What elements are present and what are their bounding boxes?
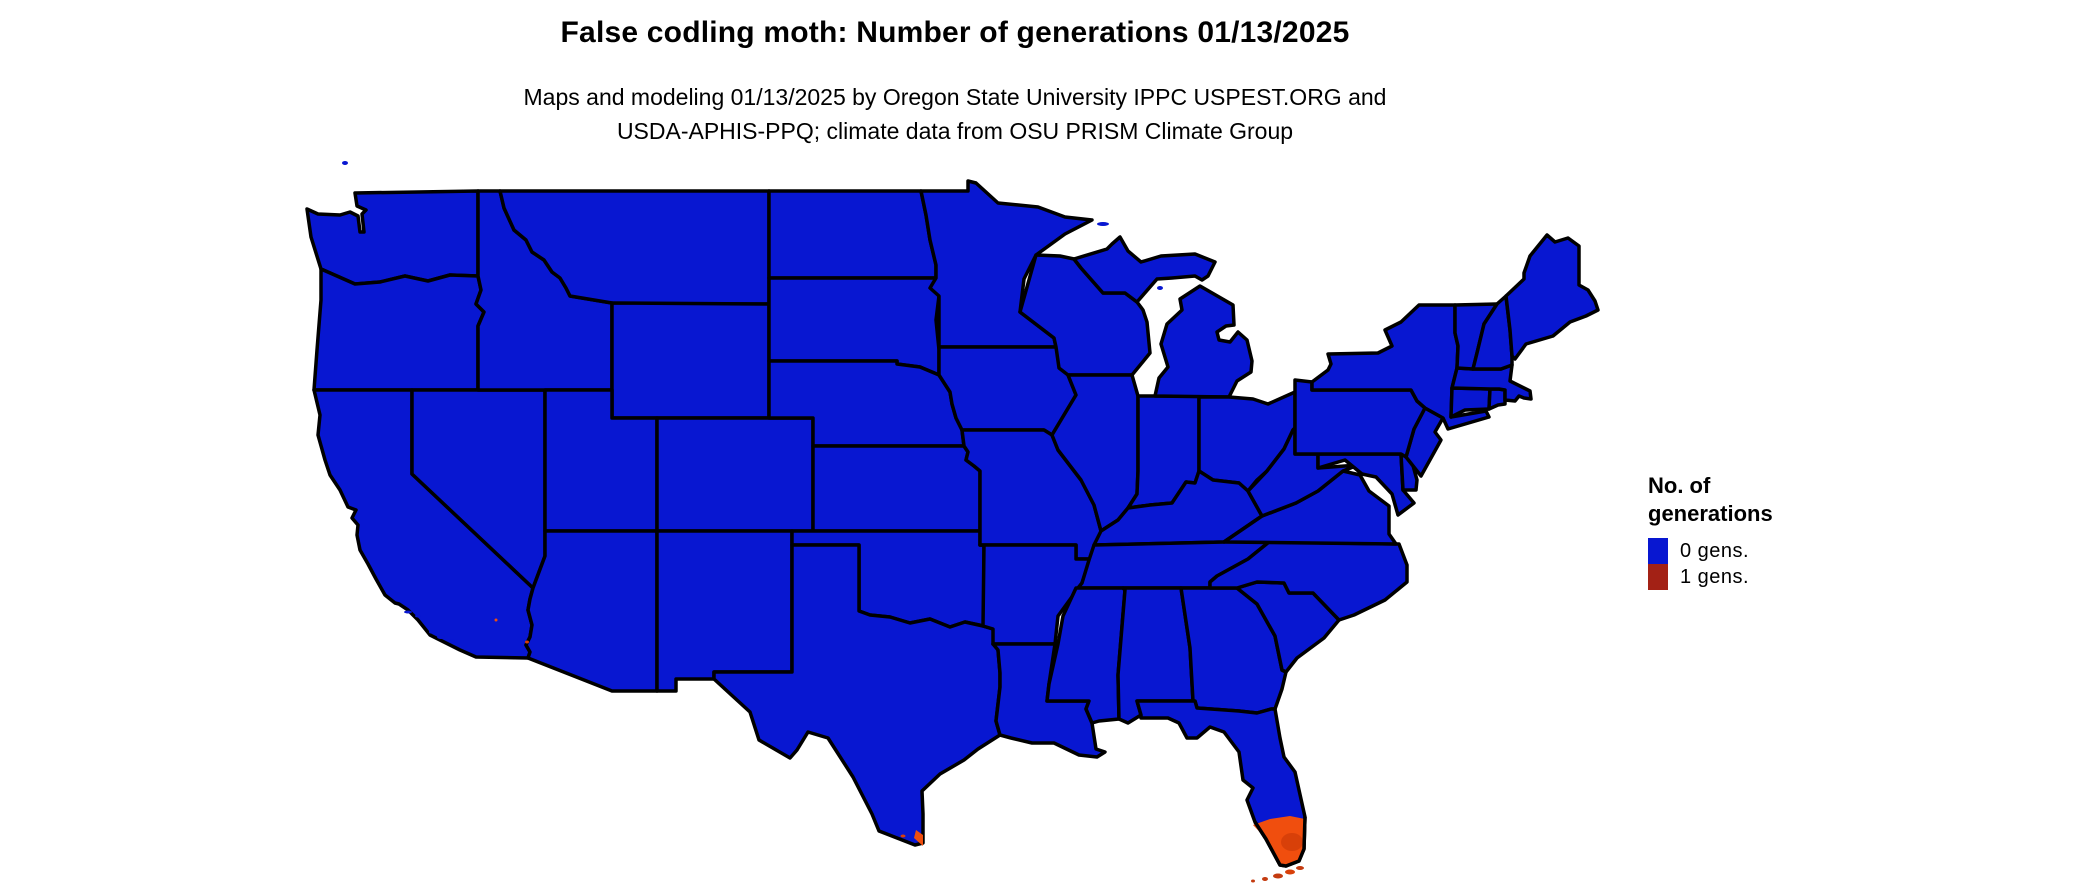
florida-keys-dot [1251,879,1255,883]
florida-keys-dot [1285,869,1295,875]
channel-island-dot [429,630,433,634]
colorado-river-1gen-dot [494,618,498,622]
legend-label-1-gens: 1 gens. [1680,565,1750,588]
state-ks [811,444,982,533]
legend-title-line-1: No. of [1648,473,1711,498]
us-map [300,161,1600,885]
state-nm [655,529,794,693]
colorado-river-1gen-dot [525,640,529,644]
state-ar [978,543,1092,646]
page-title: False codling moth: Number of generation… [560,16,1350,49]
channel-island-dot [449,639,455,643]
legend-title-line-2: generations [1648,501,1773,526]
us-map-svg [305,161,1600,883]
florida-keys-dot [1273,873,1283,879]
legend-title: No. of generations [1648,472,1878,528]
florida-1gen-inner-patch [1281,833,1303,851]
legend-item-0-gens: 0 gens. [1648,538,1878,564]
florida-keys-dot [1296,866,1304,870]
state-ri [1487,387,1507,411]
channel-island-dot [415,614,421,618]
legend: No. of generations 0 gens. 1 gens. [1648,472,1878,590]
state-co [655,416,815,533]
legend-swatch-0-gens [1648,538,1668,564]
state-tx [712,543,1002,847]
legend-swatch-1-gens [1648,564,1668,590]
florida-keys-dot [1262,877,1268,881]
lake-michigan-island-dot [1157,286,1163,290]
state-mn [919,179,1094,349]
channel-island-dot [437,635,445,639]
attribution-line-1: Maps and modeling 01/13/2025 by Oregon S… [523,84,1387,110]
florida-1gen-region [1253,816,1305,866]
state-nc [1208,540,1409,622]
texas-1gen-region [914,830,923,846]
texas-1gen-dot [900,834,906,838]
state-me [1504,233,1600,361]
state-or [312,267,486,392]
state-wy [610,301,771,420]
legend-item-1-gens: 1 gens. [1648,564,1878,590]
state-wi [1018,253,1152,377]
state-mi-lower [1153,284,1254,399]
legend-label-0-gens: 0 gens. [1680,539,1750,562]
state-nd [767,189,938,280]
san-juan-island-dot [342,161,348,165]
state-ia [937,345,1078,437]
florida-tip-outline [1253,816,1307,868]
channel-island-dot [404,610,412,614]
legend-items: 0 gens. 1 gens. [1648,538,1878,590]
isle-royale-dot [1097,222,1109,226]
attribution-line-2: USDA-APHIS-PPQ; climate data from OSU PR… [616,118,1294,144]
state-mi-upper [1072,235,1217,304]
state-wa [305,189,480,286]
state-az [524,529,659,693]
map-attribution: Maps and modeling 01/13/2025 by Oregon S… [0,80,1910,148]
